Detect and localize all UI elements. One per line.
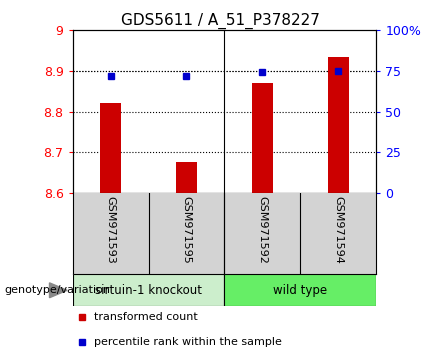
Bar <box>328 57 349 193</box>
Text: GDS5611 / A_51_P378227: GDS5611 / A_51_P378227 <box>121 12 319 29</box>
Polygon shape <box>50 283 67 298</box>
Bar <box>176 162 197 193</box>
Bar <box>73 274 224 306</box>
Text: GSM971593: GSM971593 <box>106 196 116 263</box>
Text: GSM971592: GSM971592 <box>257 196 268 263</box>
Text: GSM971594: GSM971594 <box>333 196 343 263</box>
Text: wild type: wild type <box>273 284 327 297</box>
Text: transformed count: transformed count <box>94 312 198 322</box>
Bar <box>224 274 376 306</box>
Bar <box>100 103 121 193</box>
Bar <box>252 83 273 193</box>
Text: sirtuin-1 knockout: sirtuin-1 knockout <box>95 284 202 297</box>
Text: GSM971595: GSM971595 <box>181 196 191 263</box>
Text: percentile rank within the sample: percentile rank within the sample <box>94 337 282 347</box>
Text: genotype/variation: genotype/variation <box>4 285 110 295</box>
